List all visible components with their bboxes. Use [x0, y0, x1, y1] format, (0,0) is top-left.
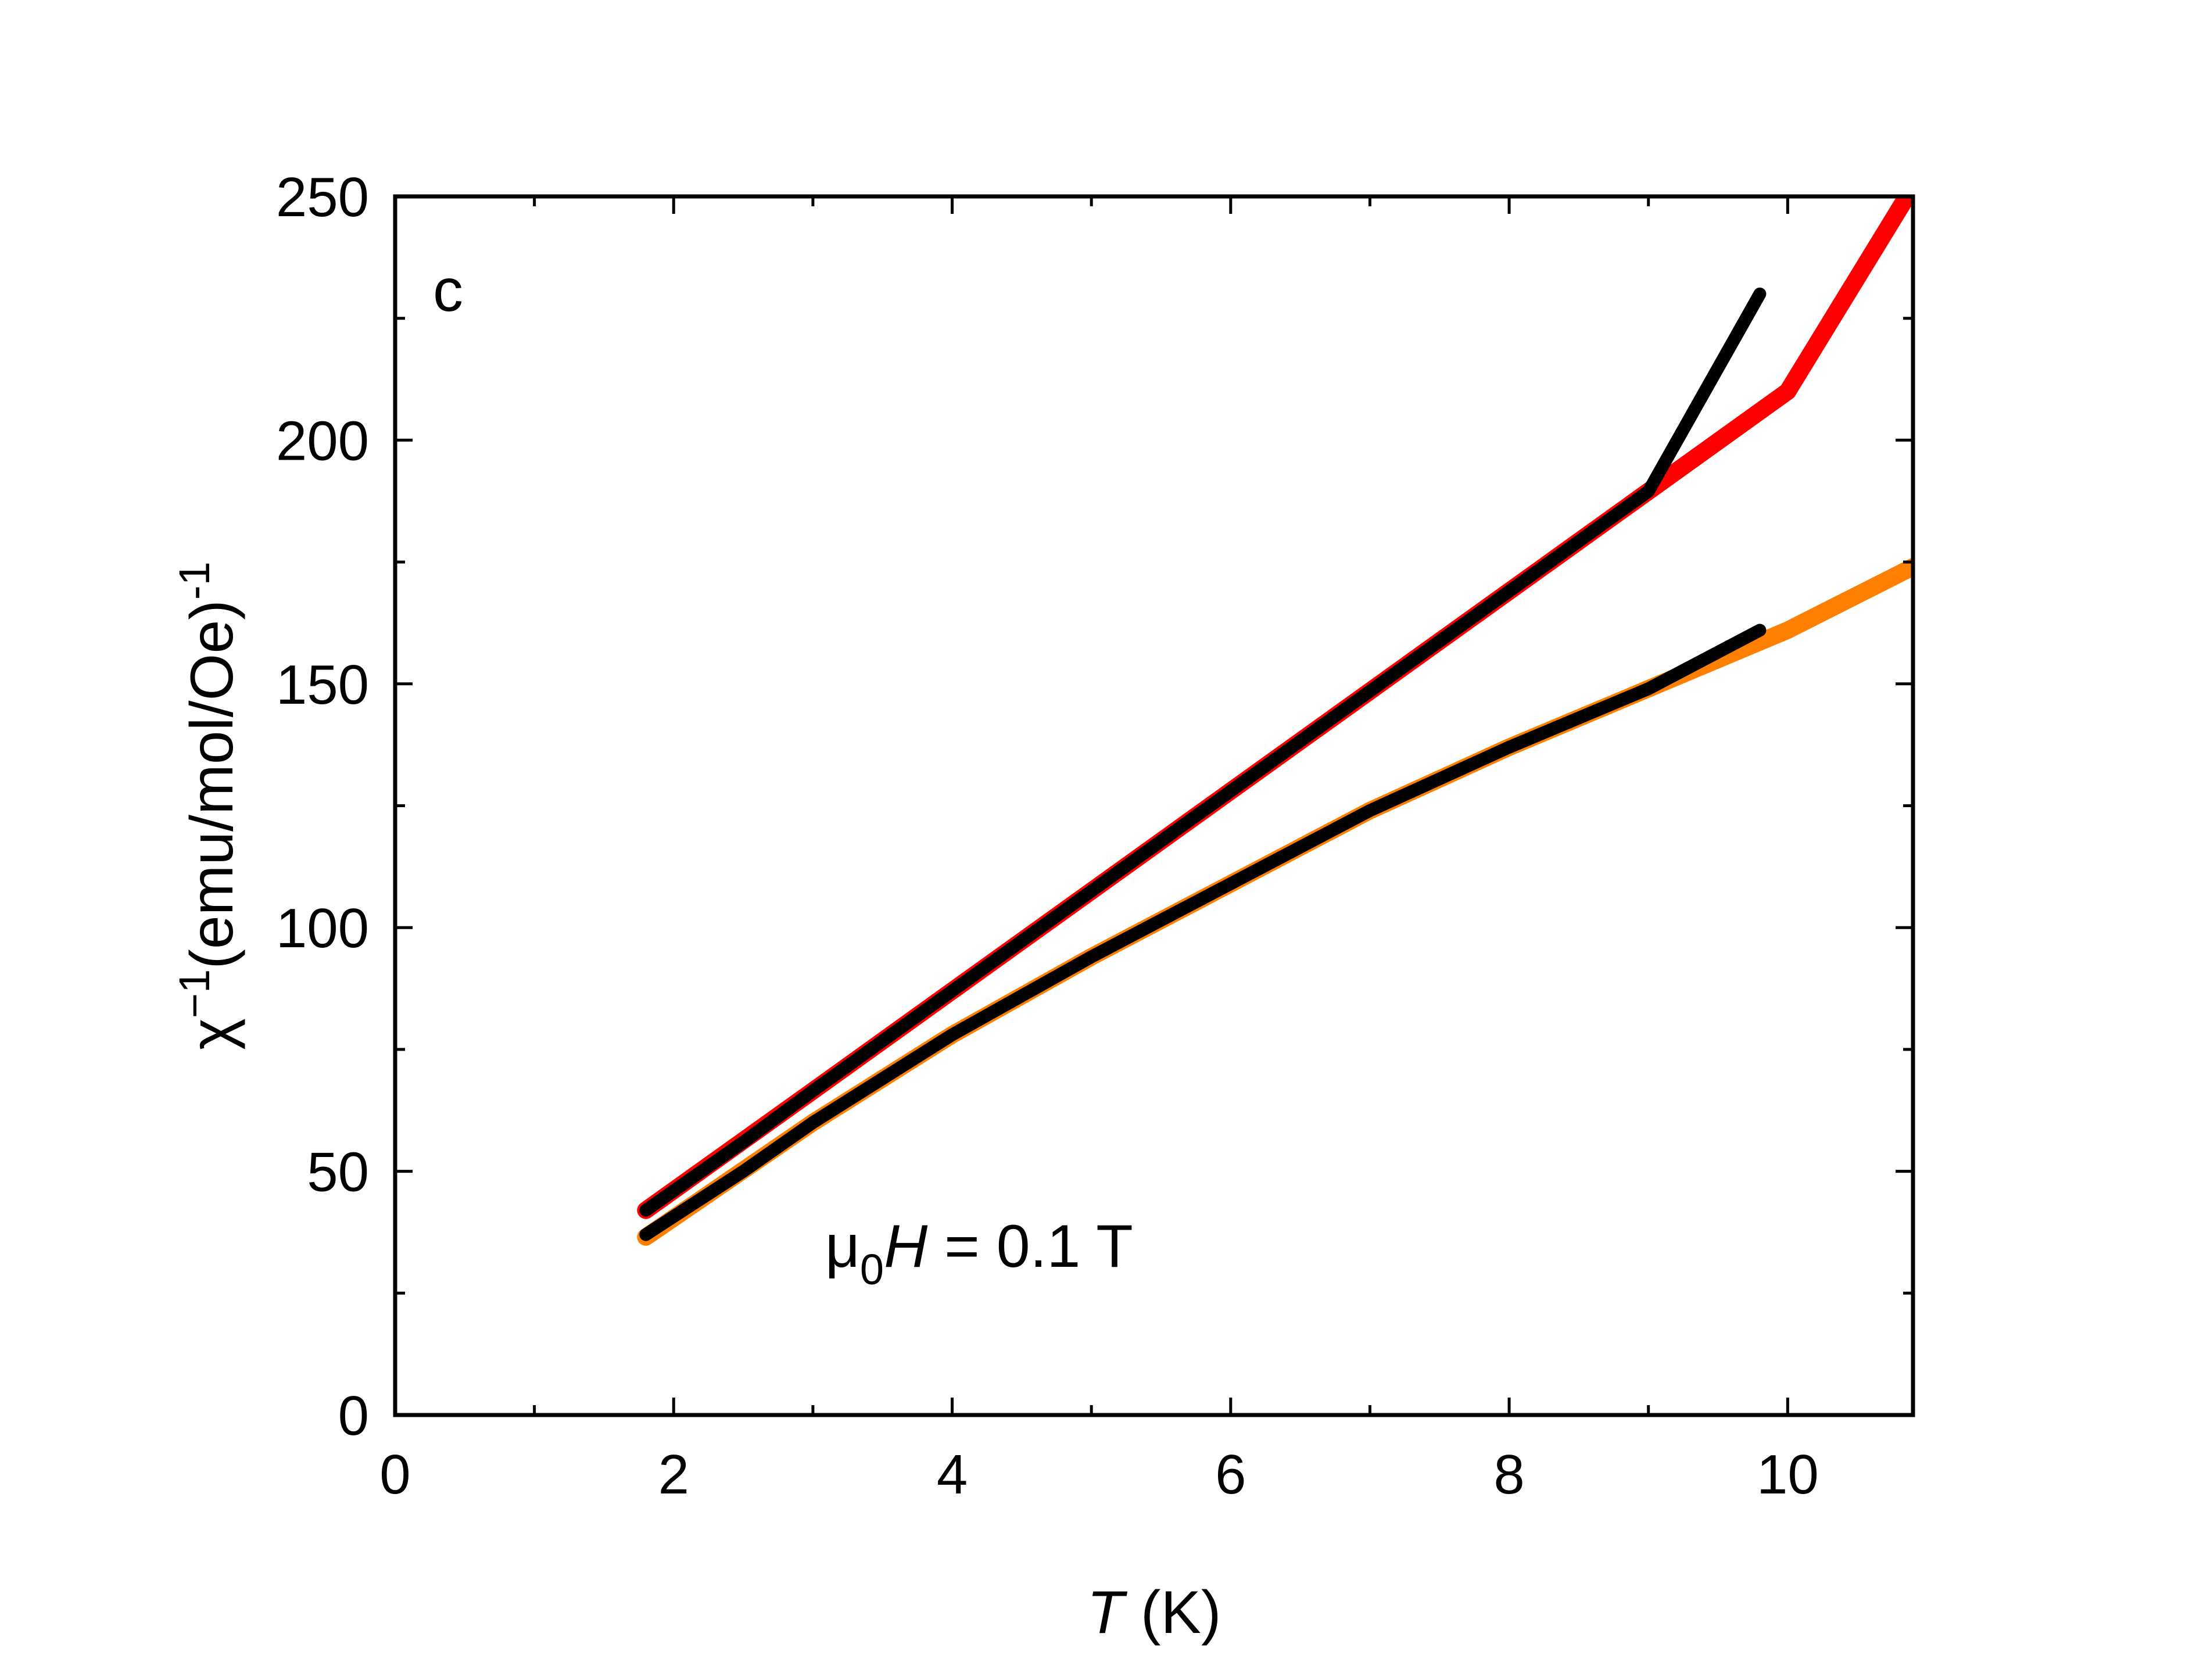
y-tick-label: 250: [276, 166, 369, 228]
y-tick-label: 100: [276, 897, 369, 959]
x-tick-label: 0: [379, 1443, 410, 1506]
annotation-subscript: 0: [860, 1245, 884, 1294]
annotation-variable: H: [884, 1213, 928, 1280]
axis-ticks: [393, 195, 1913, 1417]
annotation-prefix: μ: [825, 1213, 860, 1280]
annotation-rest: = 0.1 T: [927, 1213, 1133, 1280]
field-annotation: μ0H = 0.1 T: [825, 1213, 1133, 1294]
x-axis-unit: (K): [1124, 1579, 1221, 1646]
y-tick-label: 0: [338, 1385, 369, 1447]
x-tick-label: 2: [658, 1443, 689, 1506]
x-tick-label: 8: [1493, 1443, 1524, 1506]
x-axis-variable: T: [1087, 1579, 1127, 1646]
y-axis-symbol: χ: [178, 1018, 246, 1050]
x-tick-label: 6: [1215, 1443, 1246, 1506]
fit-band-1: [637, 558, 1913, 1246]
data-line-3: [639, 624, 1767, 1241]
y-axis-label: χ−1(emu/mol/Oe)-1: [170, 561, 246, 1049]
y-tick-label: 200: [276, 410, 369, 472]
x-tick-label: 4: [937, 1443, 968, 1506]
x-axis-label: T (K): [1087, 1579, 1221, 1646]
y-axis-text: (emu/mol/Oe): [178, 600, 246, 969]
y-tick-label: 150: [276, 654, 369, 716]
y-axis-sup1: −1: [170, 969, 218, 1018]
plot-frame: [393, 194, 1915, 1417]
data-line-2: [639, 287, 1767, 1217]
y-axis-sup2: -1: [170, 561, 218, 600]
fit-band-0: [637, 196, 1913, 1219]
y-tick-label: 50: [307, 1141, 369, 1203]
x-tick-label: 10: [1757, 1443, 1819, 1506]
plot-area: [637, 196, 1913, 1246]
panel-label: c: [433, 257, 463, 324]
